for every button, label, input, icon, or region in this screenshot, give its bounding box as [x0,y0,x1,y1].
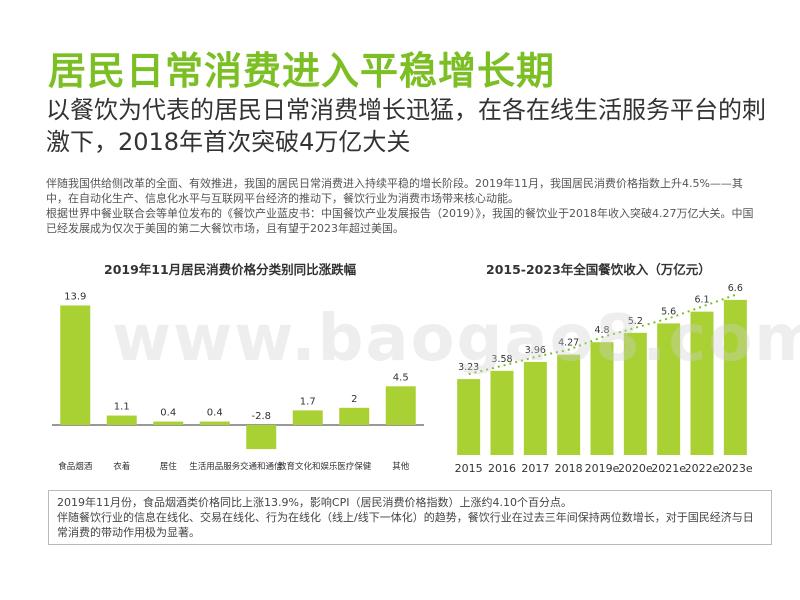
category-label: 2016 [488,462,516,475]
category-label: 2015 [455,462,483,475]
data-label: 1.1 [114,402,130,413]
data-label: 4.27 [558,338,579,349]
footnote-line-1: 2019年11月份，食品烟酒类价格同比上涨13.9%，影响CPI（居民消费价格指… [57,496,572,509]
data-label: 13.9 [64,291,86,302]
revenue-bar-chart: 3.23 2015 3.58 2016 3.96 2017 4.27 2018 4.8 2019e… [455,283,753,475]
category-label: 2023e [718,462,753,475]
intro-text: 伴随我国供给侧改革的全面、有效推进，我国的居民日常消费进入持续平稳的增长阶段。2… [46,176,758,236]
bar [339,407,370,425]
data-label: 5.6 [661,306,676,317]
category-label: 教育文化和娱乐 [278,461,338,472]
category-label: 衣着 [113,461,130,472]
category-label: 生活用品服务 [189,461,241,472]
category-label: 2017 [521,462,549,475]
intro-paragraph-2: 根据世界中餐业联合会等单位发布的《餐饮产业蓝皮书：中国餐饮产业发展报告（2019… [46,207,754,235]
bar [106,415,137,425]
footnote-box: 2019年11月份，食品烟酒类价格同比上涨13.9%，影响CPI（居民消费价格指… [48,490,772,545]
bar [60,305,91,425]
trend-line [468,293,736,376]
category-label: 交通和通信 [240,461,283,472]
bar [292,410,323,425]
bar [657,323,681,455]
bar [490,370,514,455]
data-label: 0.4 [207,408,223,419]
data-label: 6.1 [694,295,709,306]
data-label: 1.7 [300,396,316,407]
data-label: 3.23 [458,362,479,373]
data-label: 3.96 [525,345,546,356]
category-label: 其他 [392,461,410,472]
category-label: 食品烟酒 [58,461,93,472]
page-subtitle: 以餐饮为代表的居民日常消费增长迅猛，在各在线生活服务平台的刺激下，2018年首次… [46,96,766,156]
bar [385,386,416,425]
intro-paragraph-1: 伴随我国供给侧改革的全面、有效推进，我国的居民日常消费进入持续平稳的增长阶段。2… [46,177,743,205]
category-label: 医疗保健 [337,461,372,472]
bar [590,342,614,455]
data-label: 5.2 [628,316,643,327]
page-title: 居民日常消费进入平稳增长期 [48,49,556,93]
data-label: 0.4 [160,408,176,419]
bar [199,421,230,425]
data-label: -2.8 [251,411,271,422]
bar [153,421,184,425]
category-label: 2021e [651,462,686,475]
bar [690,311,714,455]
category-label: 居住 [160,461,178,472]
revenue-chart-title: 2015-2023年全国餐饮收入（万亿元） [486,262,711,277]
bar [623,332,647,455]
data-label: 6.6 [728,283,743,294]
bar [723,299,747,455]
data-label: 4.8 [594,325,609,336]
footnote-line-2: 伴随餐饮行业的信息在线化、交易在线化、行为在线化（线上/线下一体化）的趋势，餐饮… [57,511,754,539]
cpi-chart-title: 2019年11月居民消费价格分类别同比涨跌幅 [104,262,357,277]
category-label: 2020e [618,462,653,475]
bar [557,354,581,455]
category-label: 2019e [585,462,620,475]
data-label: 4.5 [393,372,409,383]
data-label: 2 [351,394,357,405]
bar [457,379,481,455]
cpi-bar-chart: 13.9 食品烟酒 1.1 衣着 0.4 居住 0.4 生活用品服务 -2.8 交通和通信 1.7 教… [52,291,424,472]
bar [246,425,277,450]
watermark: www.baogao8.com [112,302,800,376]
category-label: 2022e [685,462,720,475]
bar [523,361,547,455]
category-label: 2018 [555,462,583,475]
data-label: 3.58 [491,354,512,365]
